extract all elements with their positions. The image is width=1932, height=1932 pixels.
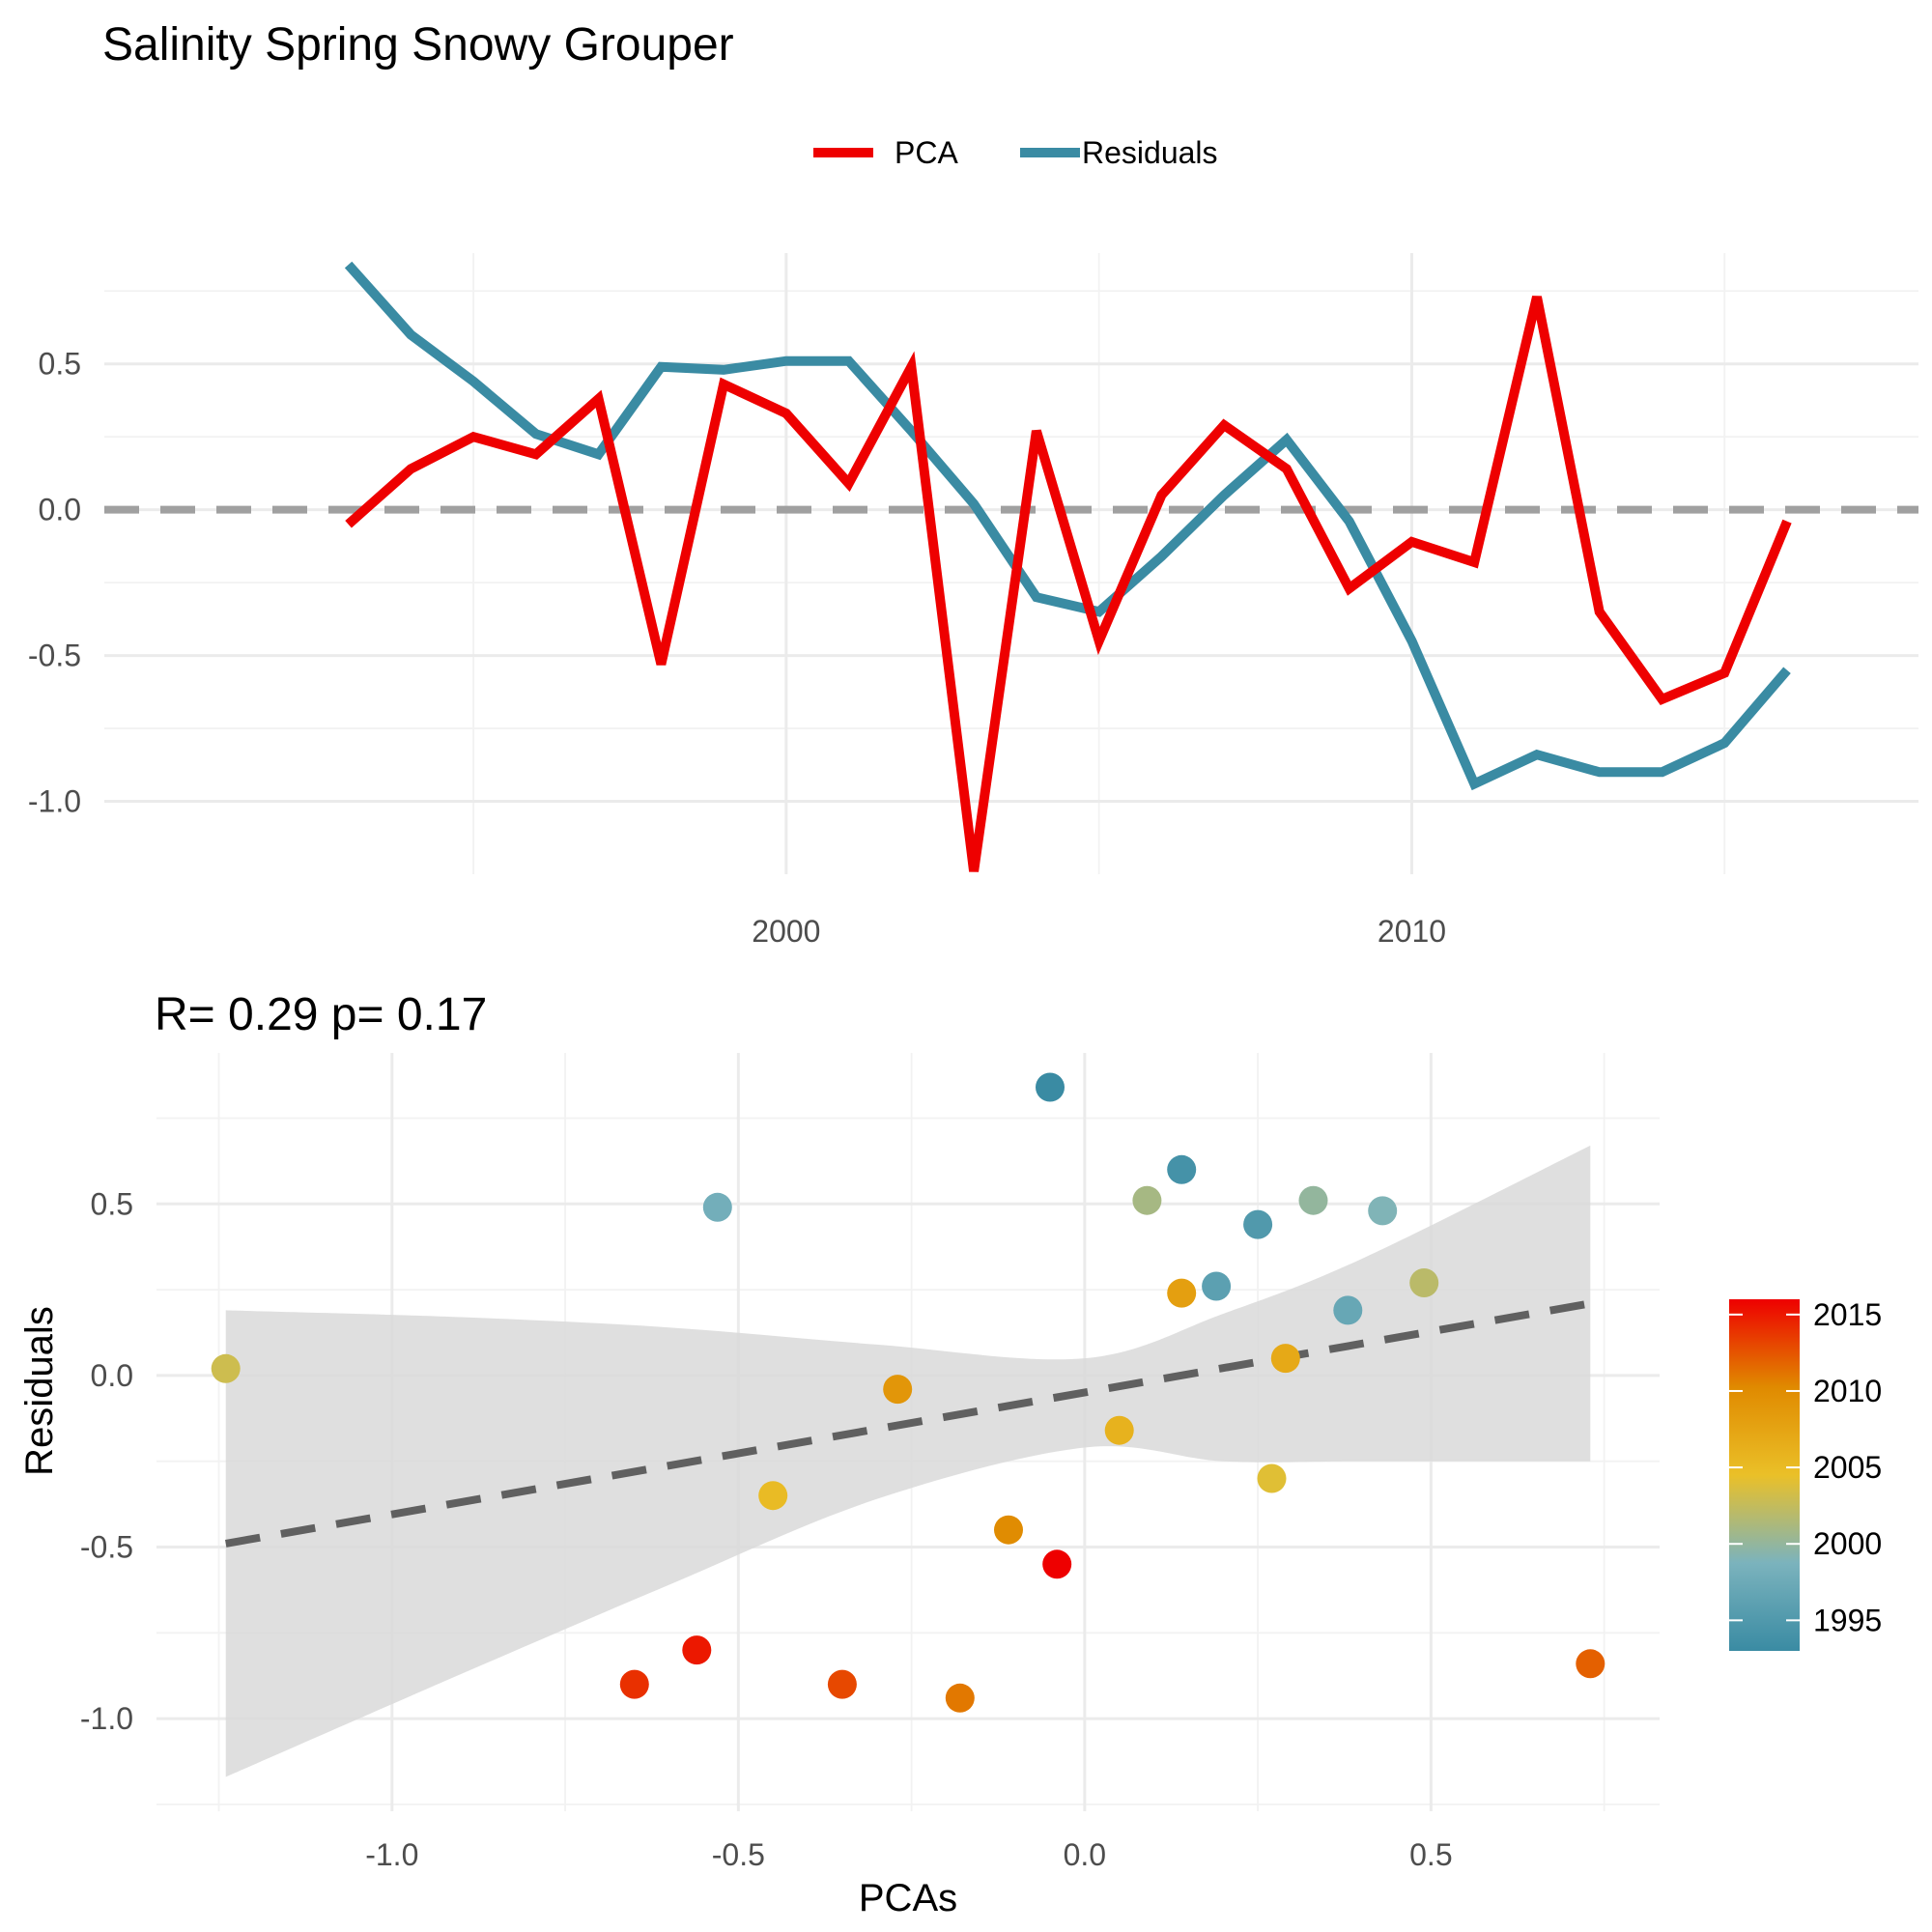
scatter-point — [758, 1481, 788, 1511]
scatter-point — [619, 1669, 649, 1699]
scatter-point — [1409, 1268, 1439, 1297]
series-line-pca — [345, 296, 1792, 872]
scatter-y-tick-label: -1.0 — [80, 1701, 133, 1736]
line-chart-x-tick-labels: 2000 2010 — [752, 914, 1446, 949]
line-chart-y-tick-labels: -1.0 -0.5 0.0 0.5 — [28, 347, 81, 819]
line-chart-y-tick-label: -1.0 — [28, 784, 81, 819]
scatter-point — [1298, 1185, 1328, 1215]
trend-line — [225, 1299, 1591, 1548]
line-chart-y-tick-label: 0.5 — [39, 347, 81, 382]
scatter-point — [1104, 1415, 1134, 1445]
scatter-point — [1243, 1209, 1273, 1239]
scatter-point — [682, 1635, 712, 1665]
legend-label-residuals: Residuals — [1082, 135, 1218, 170]
scatter-point — [945, 1683, 975, 1713]
scatter-y-tick-labels: -1.0 -0.5 0.0 0.5 — [80, 1186, 133, 1736]
scatter-point — [883, 1375, 913, 1405]
scatter-x-tick-labels: -1.0 -0.5 0.0 0.5 — [365, 1837, 1452, 1872]
scatter-point — [1036, 1072, 1065, 1102]
colorbar-tick-label: 2005 — [1813, 1450, 1882, 1485]
colorbar-tick-labels: 1995 2000 2005 2010 2015 — [1729, 1297, 1882, 1637]
line-chart-x-tick-label: 2010 — [1378, 914, 1446, 949]
scatter-point — [1202, 1271, 1232, 1301]
line-chart-y-tick-label: 0.0 — [39, 493, 81, 527]
colorbar-gradient-bar — [1729, 1299, 1800, 1651]
scatter-point — [211, 1353, 241, 1383]
scatter-point — [1333, 1295, 1363, 1325]
scatter-point — [1167, 1278, 1197, 1308]
scatter-confidence-band-layer — [225, 1145, 1591, 1777]
scatter-point — [702, 1192, 732, 1222]
scatter-points — [211, 1072, 1605, 1713]
scatter-x-tick-label: 0.0 — [1064, 1837, 1106, 1872]
scatter-point — [1270, 1344, 1300, 1374]
scatter-trend-layer — [225, 1299, 1591, 1548]
scatter-point — [1132, 1185, 1162, 1215]
colorbar-tick-label: 2015 — [1813, 1297, 1882, 1332]
scatter-y-tick-label: 0.0 — [91, 1358, 133, 1393]
scatter-chart-panel: R= 0.29 p= 0.17 -1.0 -0.5 0.0 0.5 -1.0 -0.5 0… — [18, 989, 1660, 1919]
scatter-x-tick-label: 0.5 — [1409, 1837, 1452, 1872]
scatter-x-axis-title: PCAs — [859, 1877, 957, 1919]
line-chart-x-tick-label: 2000 — [752, 914, 820, 949]
confidence-band — [225, 1145, 1591, 1777]
scatter-y-tick-label: -0.5 — [80, 1529, 133, 1564]
line-chart-panel: -1.0 -0.5 0.0 0.5 2000 2010 — [28, 253, 1918, 949]
scatter-x-tick-label: -0.5 — [712, 1837, 765, 1872]
scatter-x-tick-label: -1.0 — [365, 1837, 418, 1872]
scatter-point — [1167, 1154, 1197, 1184]
scatter-y-tick-label: 0.5 — [91, 1186, 133, 1221]
scatter-stat-title: R= 0.29 p= 0.17 — [155, 989, 487, 1040]
colorbar-tick-label: 1995 — [1813, 1603, 1882, 1637]
colorbar-tick-label: 2000 — [1813, 1526, 1882, 1561]
scatter-point — [1257, 1463, 1287, 1493]
line-chart-series — [104, 261, 1918, 872]
scatter-point — [1042, 1549, 1072, 1579]
scatter-point — [827, 1669, 857, 1699]
line-chart-y-tick-label: -0.5 — [28, 639, 81, 673]
year-colorbar: 1995 2000 2005 2010 2015 — [1729, 1297, 1882, 1651]
figure-title: Salinity Spring Snowy Grouper — [102, 19, 734, 71]
series-line-residuals — [344, 261, 1791, 791]
colorbar-tick-label: 2010 — [1813, 1374, 1882, 1408]
scatter-point — [994, 1515, 1023, 1545]
scatter-point — [1368, 1196, 1398, 1226]
legend: PCA Residuals — [813, 135, 1218, 170]
scatter-point — [1576, 1649, 1605, 1679]
scatter-y-axis-title: Residuals — [18, 1306, 61, 1476]
legend-label-pca: PCA — [895, 135, 958, 170]
